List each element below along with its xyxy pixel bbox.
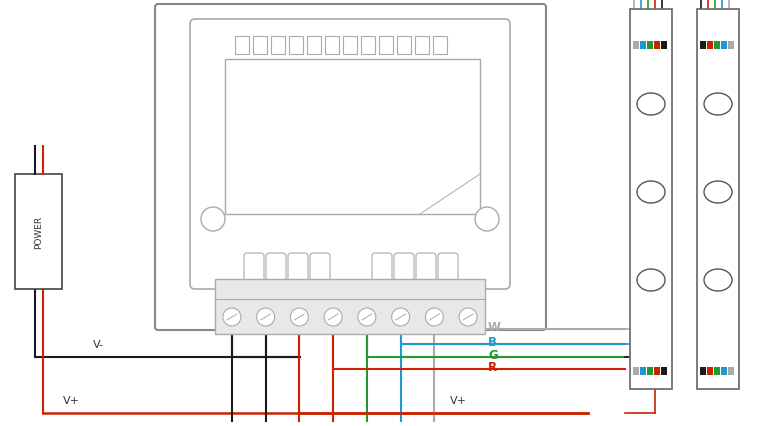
Bar bbox=[361, 37, 375, 55]
Bar bbox=[728, 42, 734, 50]
Bar bbox=[661, 367, 667, 375]
Ellipse shape bbox=[637, 94, 665, 116]
Ellipse shape bbox=[704, 94, 732, 116]
Ellipse shape bbox=[637, 181, 665, 204]
Bar bbox=[379, 37, 393, 55]
FancyBboxPatch shape bbox=[266, 253, 286, 287]
Text: POWER: POWER bbox=[34, 216, 43, 248]
Bar bbox=[433, 37, 447, 55]
Text: R: R bbox=[488, 361, 497, 374]
Bar bbox=[235, 37, 249, 55]
Circle shape bbox=[201, 207, 225, 231]
Circle shape bbox=[257, 308, 275, 326]
Ellipse shape bbox=[704, 181, 732, 204]
Bar bbox=[253, 37, 267, 55]
Bar bbox=[640, 42, 646, 50]
Bar bbox=[654, 42, 660, 50]
Bar bbox=[640, 367, 646, 375]
Bar bbox=[700, 367, 706, 375]
FancyBboxPatch shape bbox=[438, 253, 458, 287]
Circle shape bbox=[392, 308, 410, 326]
Bar bbox=[714, 42, 720, 50]
FancyBboxPatch shape bbox=[416, 253, 436, 287]
Circle shape bbox=[459, 308, 477, 326]
Circle shape bbox=[290, 308, 308, 326]
Bar bbox=[697, 10, 739, 389]
Ellipse shape bbox=[704, 269, 732, 291]
Bar bbox=[728, 367, 734, 375]
Bar bbox=[647, 42, 653, 50]
FancyBboxPatch shape bbox=[372, 253, 392, 287]
FancyBboxPatch shape bbox=[394, 253, 414, 287]
Bar bbox=[630, 10, 672, 389]
FancyBboxPatch shape bbox=[155, 5, 546, 330]
Text: W: W bbox=[488, 321, 501, 334]
Bar bbox=[707, 42, 713, 50]
Circle shape bbox=[475, 207, 499, 231]
Bar bbox=[325, 37, 339, 55]
Bar bbox=[654, 367, 660, 375]
Circle shape bbox=[358, 308, 376, 326]
Bar bbox=[721, 367, 727, 375]
Bar bbox=[15, 175, 62, 289]
Text: G: G bbox=[488, 349, 498, 362]
Text: V+: V+ bbox=[450, 395, 467, 405]
Text: V+: V+ bbox=[63, 395, 80, 405]
Bar bbox=[647, 367, 653, 375]
Ellipse shape bbox=[637, 269, 665, 291]
Bar bbox=[225, 60, 480, 215]
FancyBboxPatch shape bbox=[190, 20, 510, 289]
Text: V-: V- bbox=[93, 339, 104, 349]
Bar bbox=[714, 367, 720, 375]
Bar bbox=[343, 37, 357, 55]
Bar bbox=[271, 37, 285, 55]
Bar bbox=[415, 37, 429, 55]
Bar bbox=[633, 367, 639, 375]
Bar bbox=[397, 37, 411, 55]
Bar bbox=[700, 42, 706, 50]
Bar bbox=[215, 279, 485, 334]
Text: B: B bbox=[488, 336, 497, 349]
Circle shape bbox=[324, 308, 342, 326]
Bar bbox=[661, 42, 667, 50]
FancyBboxPatch shape bbox=[244, 253, 264, 287]
Bar bbox=[307, 37, 321, 55]
Bar bbox=[721, 42, 727, 50]
Circle shape bbox=[223, 308, 241, 326]
FancyBboxPatch shape bbox=[310, 253, 330, 287]
FancyBboxPatch shape bbox=[288, 253, 308, 287]
Bar bbox=[707, 367, 713, 375]
Circle shape bbox=[425, 308, 443, 326]
Bar bbox=[289, 37, 303, 55]
Bar bbox=[633, 42, 639, 50]
